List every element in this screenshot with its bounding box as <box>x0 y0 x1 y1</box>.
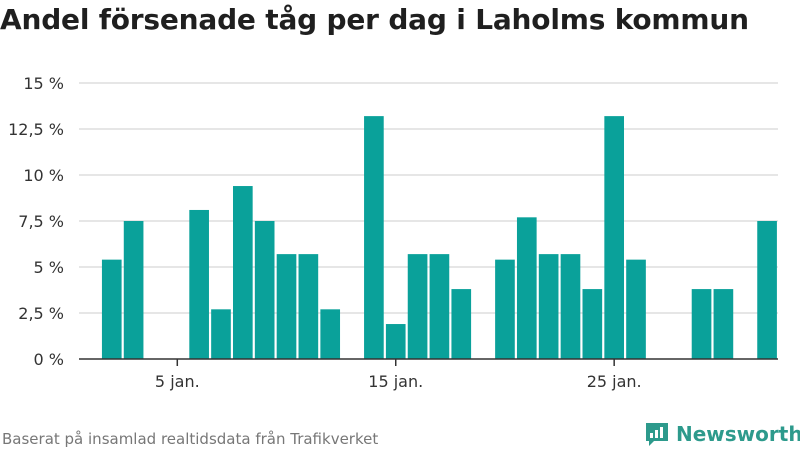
bar-day-24 <box>582 289 603 359</box>
y-tick-label: 5 % <box>34 258 64 277</box>
newsworthy-logo[interactable]: Newsworthy <box>644 421 800 447</box>
bar-day-21 <box>516 217 537 359</box>
source-note: Baserat på insamlad realtidsdata från Tr… <box>2 430 379 448</box>
y-tick-label: 12,5 % <box>8 120 64 139</box>
y-tick-label: 7,5 % <box>18 212 64 231</box>
bar-day-30 <box>713 289 734 359</box>
x-axis-ticks: 5 jan. 15 jan. 25 jan. <box>155 359 642 391</box>
y-tick-label: 0 % <box>34 350 64 369</box>
bar-day-26 <box>626 259 646 359</box>
bar-day-29 <box>691 289 712 359</box>
y-tick-label: 2,5 % <box>18 304 64 323</box>
y-axis-tick-labels: 0 % 2,5 % 5 % 7,5 % 10 % 12,5 % 15 % <box>8 74 64 369</box>
bar-day-25 <box>604 116 625 360</box>
bar-day-32 <box>757 221 777 359</box>
gridlines <box>79 82 778 314</box>
bar-day-2 <box>101 259 122 359</box>
bar-day-15 <box>385 324 406 359</box>
y-tick-label: 15 % <box>23 74 64 93</box>
bar-day-9 <box>254 221 275 359</box>
x-tick-label: 5 jan. <box>155 372 200 391</box>
brand-name: Newsworthy <box>676 422 800 446</box>
bar-day-8 <box>232 186 253 359</box>
bar-day-17 <box>429 254 450 359</box>
bars <box>101 116 777 360</box>
bar-day-18 <box>451 289 472 359</box>
bar-day-20 <box>495 259 515 359</box>
bar-day-11 <box>298 254 319 359</box>
bar-day-16 <box>407 254 428 359</box>
bar-day-10 <box>276 254 297 359</box>
chart-title: Andel försenade tåg per dag i Laholms ko… <box>0 3 749 36</box>
bar-day-14 <box>364 116 384 360</box>
bar-day-12 <box>320 309 341 359</box>
bar-day-22 <box>538 254 559 359</box>
bar-day-6 <box>189 209 209 359</box>
bar-day-3 <box>123 221 144 359</box>
y-tick-label: 10 % <box>23 166 64 185</box>
x-tick-label: 15 jan. <box>368 372 423 391</box>
newsworthy-icon <box>646 423 668 446</box>
bar-day-7 <box>211 309 231 359</box>
x-tick-label: 25 jan. <box>587 372 642 391</box>
bar-chart: 0 % 2,5 % 5 % 7,5 % 10 % 12,5 % 15 % 5 jan. 15 … <box>8 74 778 391</box>
bar-day-23 <box>560 254 581 359</box>
